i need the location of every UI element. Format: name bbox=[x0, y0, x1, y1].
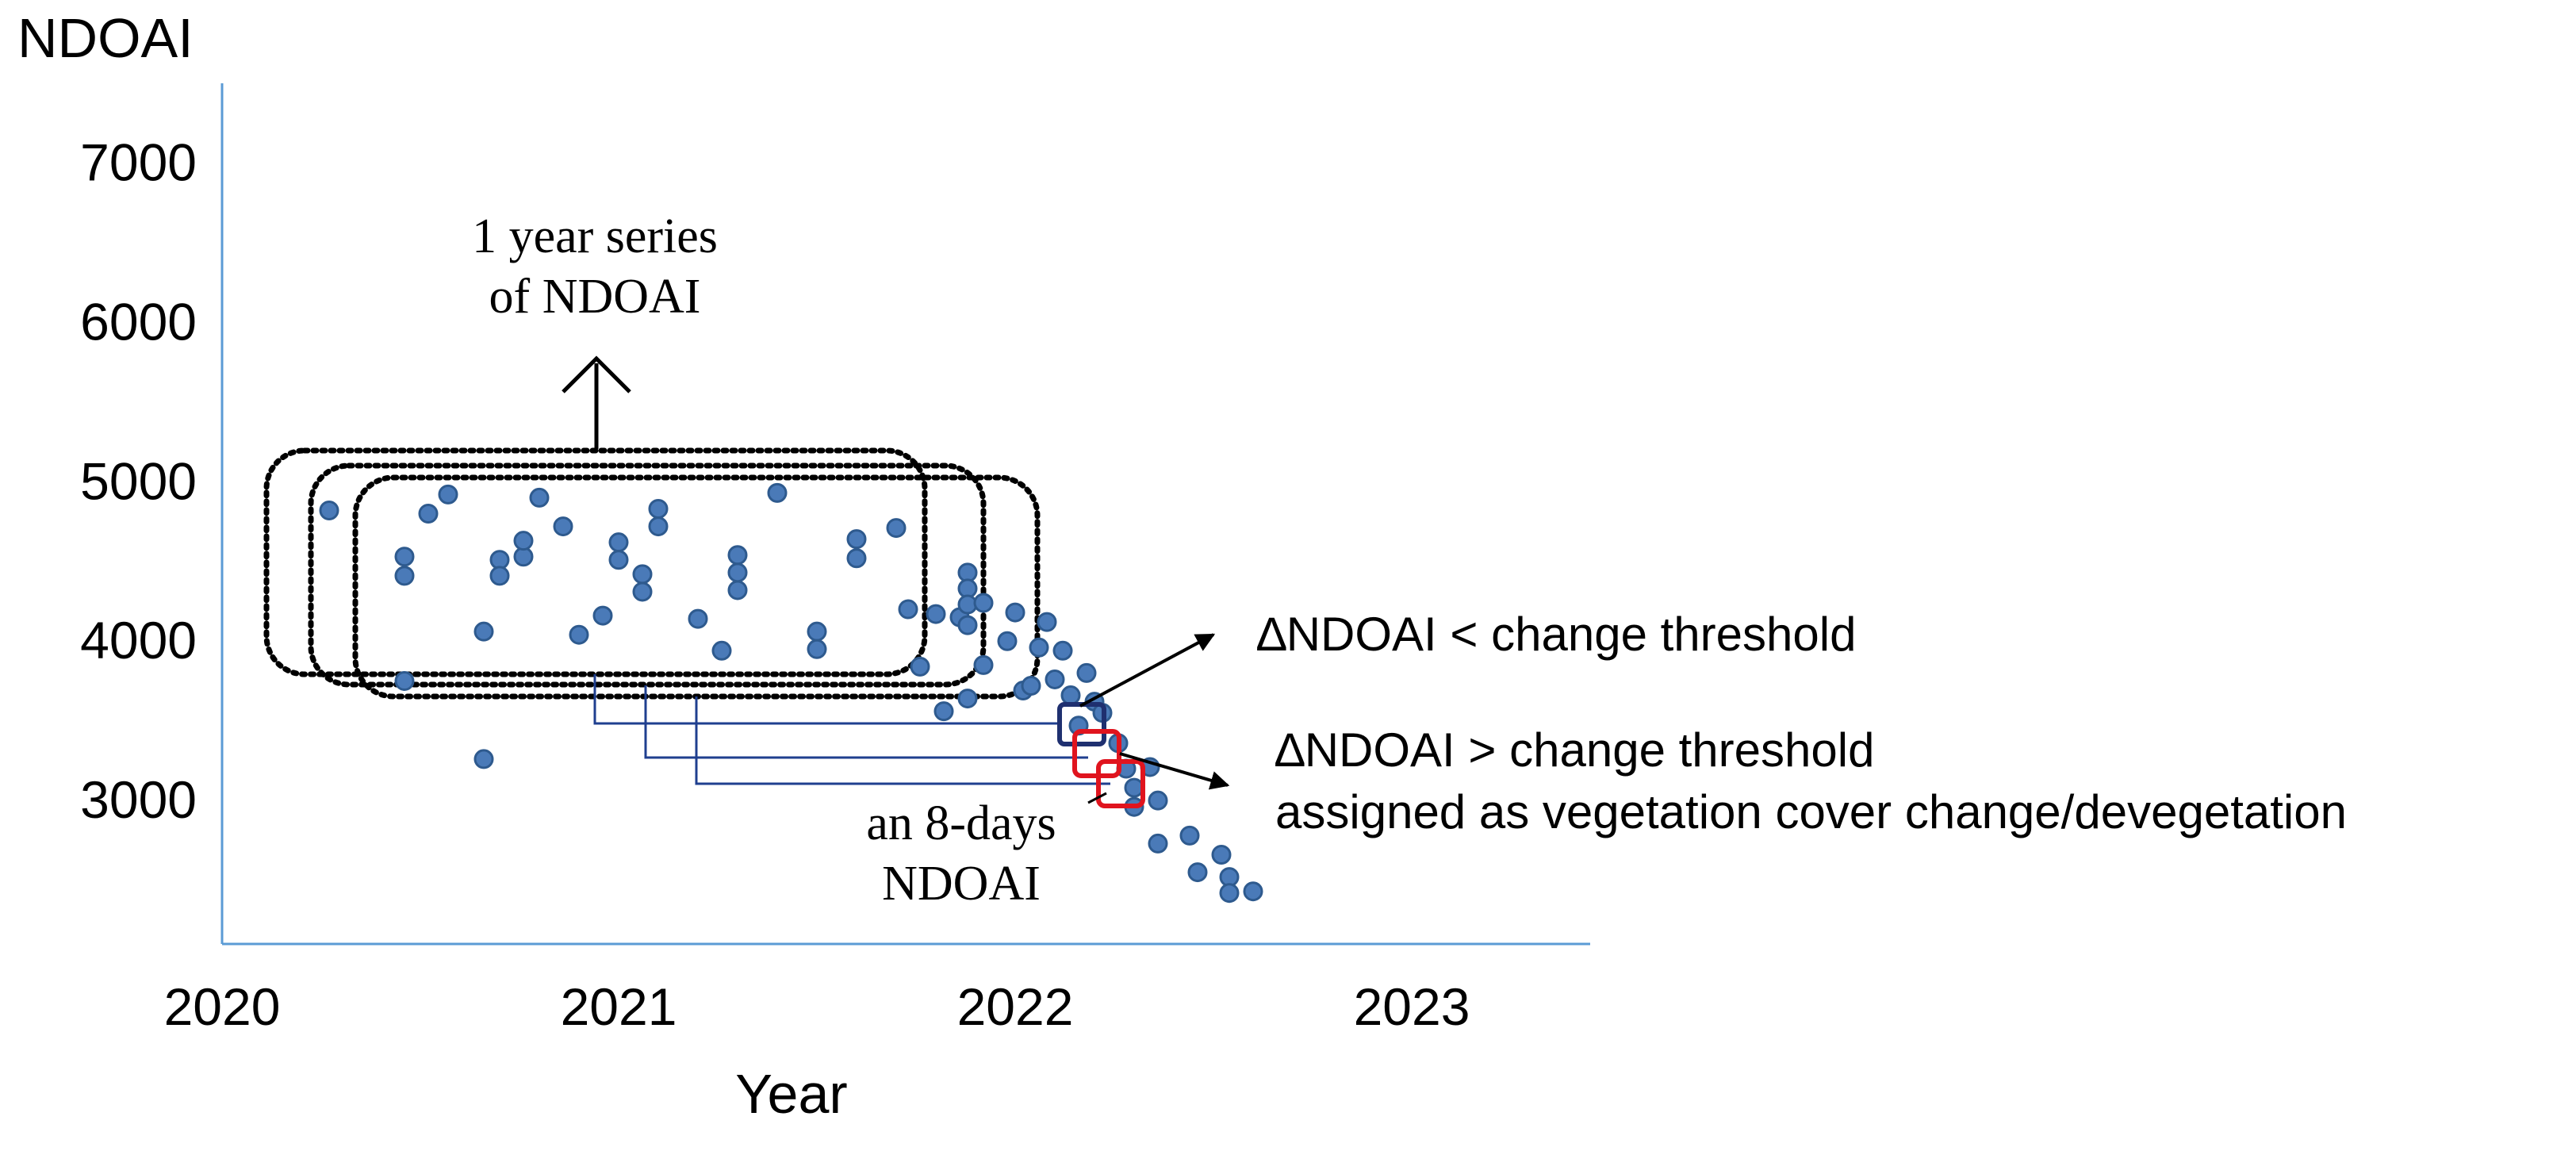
x-tick-label: 2022 bbox=[957, 977, 1074, 1036]
year-series-box-2 bbox=[308, 462, 987, 688]
series-connectors bbox=[593, 674, 1110, 785]
data-points bbox=[319, 482, 1263, 904]
data-point bbox=[632, 564, 653, 585]
data-point bbox=[807, 621, 827, 642]
connector-3 bbox=[695, 696, 1110, 785]
year-series-box-3 bbox=[352, 474, 1041, 700]
data-point bbox=[957, 615, 978, 635]
data-point bbox=[997, 631, 1018, 651]
stable-arrow bbox=[1079, 633, 1216, 708]
data-point bbox=[319, 500, 339, 520]
y-tick-label: 6000 bbox=[80, 292, 197, 351]
data-point bbox=[688, 608, 708, 629]
x-axis-title: Year bbox=[735, 1063, 847, 1125]
x-tick-label: 2020 bbox=[164, 977, 281, 1036]
change-arrow bbox=[1119, 752, 1230, 790]
data-point bbox=[553, 516, 573, 537]
data-point bbox=[394, 670, 415, 691]
data-point bbox=[973, 654, 994, 675]
data-point bbox=[632, 581, 653, 602]
data-point bbox=[957, 689, 978, 709]
data-point bbox=[1029, 637, 1049, 658]
point-label-pointer bbox=[1087, 792, 1107, 804]
y-axis-title: NDOAI bbox=[17, 7, 194, 69]
point-label-line2: NDOAI bbox=[882, 857, 1041, 911]
data-point bbox=[592, 605, 613, 626]
data-point bbox=[973, 593, 994, 613]
data-point bbox=[1052, 640, 1073, 661]
data-point bbox=[394, 566, 415, 586]
data-point bbox=[1037, 612, 1057, 632]
data-point bbox=[926, 604, 946, 624]
y-tick-labels: 3000 4000 5000 6000 7000 bbox=[80, 132, 197, 829]
data-point bbox=[727, 562, 748, 583]
data-point bbox=[933, 701, 954, 722]
data-point bbox=[648, 516, 669, 537]
data-point bbox=[489, 566, 510, 586]
data-point bbox=[513, 531, 534, 551]
data-point bbox=[1045, 669, 1065, 689]
data-point bbox=[711, 640, 732, 661]
data-point bbox=[727, 580, 748, 600]
series-box-label-line1: 1 year series bbox=[472, 209, 718, 263]
data-point bbox=[473, 621, 494, 642]
x-tick-labels: 2020 2021 2022 2023 bbox=[164, 977, 1470, 1036]
data-point bbox=[846, 529, 867, 550]
data-point bbox=[1005, 602, 1025, 623]
data-point bbox=[807, 639, 827, 659]
connector-1 bbox=[593, 674, 1061, 725]
x-tick-label: 2023 bbox=[1354, 977, 1470, 1036]
data-point bbox=[1076, 662, 1097, 683]
stable-threshold-label: ∆NDOAI < change threshold bbox=[1257, 608, 1856, 661]
y-tick-label: 4000 bbox=[80, 611, 197, 669]
change-threshold-label-line1: ∆NDOAI > change threshold bbox=[1275, 723, 1874, 777]
data-point bbox=[1211, 844, 1232, 865]
change-point-box-2 bbox=[1096, 759, 1145, 808]
data-point bbox=[1021, 676, 1041, 696]
data-point bbox=[846, 548, 867, 569]
year-series-box-1 bbox=[263, 447, 928, 677]
data-point bbox=[886, 518, 907, 539]
data-point bbox=[438, 484, 458, 505]
data-point bbox=[767, 482, 788, 503]
y-tick-label: 5000 bbox=[80, 451, 197, 510]
y-tick-label: 3000 bbox=[80, 770, 197, 829]
x-tick-label: 2021 bbox=[561, 977, 677, 1036]
data-point bbox=[608, 550, 629, 570]
data-point bbox=[898, 599, 918, 620]
series-box-label-line2: of NDOAI bbox=[489, 270, 701, 324]
point-label-line1: an 8-days bbox=[866, 796, 1056, 850]
data-point bbox=[1243, 881, 1263, 902]
connector-2 bbox=[644, 685, 1088, 759]
data-point bbox=[394, 547, 415, 567]
data-point bbox=[910, 656, 930, 677]
data-point bbox=[418, 504, 439, 524]
y-tick-label: 7000 bbox=[80, 132, 197, 191]
data-point bbox=[473, 749, 494, 769]
data-point bbox=[1219, 883, 1240, 904]
data-point bbox=[1187, 862, 1208, 883]
data-point bbox=[1060, 685, 1081, 706]
data-point bbox=[608, 532, 629, 553]
data-point bbox=[648, 498, 669, 519]
data-point bbox=[1148, 833, 1168, 854]
data-point bbox=[1148, 790, 1168, 811]
data-point bbox=[529, 487, 550, 508]
change-threshold-label-line2: assigned as vegetation cover change/deve… bbox=[1275, 785, 2347, 838]
data-point bbox=[727, 545, 748, 566]
data-point bbox=[569, 624, 589, 645]
data-point bbox=[1179, 825, 1200, 846]
data-point bbox=[1124, 777, 1144, 798]
series-up-arrow bbox=[562, 355, 631, 449]
